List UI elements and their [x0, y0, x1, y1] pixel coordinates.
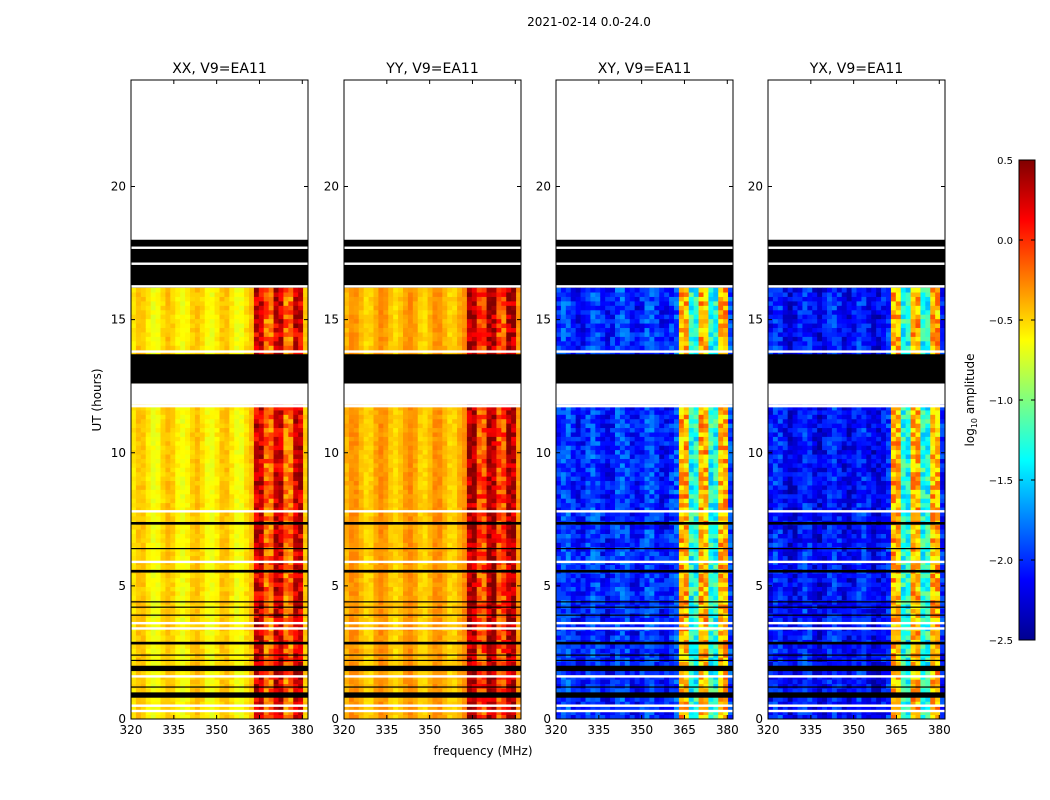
colorbar: 0.5 0.0 −0.5 −1.0 −1.5 −2.0 −2.5 log10 amplitu…: [963, 156, 1036, 647]
panel-xx: XX, V9=EA11 320 335 350 365 380 0 5 10 15 20: [111, 61, 314, 737]
y-tick-label: 10: [748, 446, 763, 460]
y-tick-label: 0: [543, 712, 551, 726]
colorbar-tick-label: 0.0: [997, 236, 1013, 247]
y-tick-label: 15: [324, 313, 339, 327]
figure-suptitle: 2021-02-14 0.0-24.0: [527, 15, 651, 29]
panel-frame: [555, 79, 734, 720]
panel-frame: [767, 79, 946, 720]
x-tick-label: 350: [205, 723, 228, 737]
x-tick-label: 350: [418, 723, 441, 737]
y-tick-label: 15: [111, 313, 126, 327]
y-tick-label: 5: [331, 579, 339, 593]
x-tick-label: 365: [885, 723, 908, 737]
x-tick-label: 320: [120, 723, 143, 737]
panel-yy: YY, V9=EA11 320 335 350 365 380 0 5 10 15 20: [324, 61, 527, 737]
y-tick-label: 0: [755, 712, 763, 726]
colorbar-tick-label: −1.0: [989, 396, 1013, 407]
colorbar-label-suffix: amplitude: [963, 354, 977, 418]
panel-xy: XY, V9=EA11 320 335 350 365 380 0 5 10 15 20: [536, 61, 739, 737]
y-tick-label: 10: [111, 446, 126, 460]
flagged-blocks: [131, 80, 308, 713]
x-tick-label: 365: [461, 723, 484, 737]
flagged-blocks: [556, 80, 733, 713]
x-axis-label: frequency (MHz): [433, 744, 532, 758]
x-tick-label: 380: [291, 723, 314, 737]
colorbar-tick-label: −2.5: [989, 636, 1013, 647]
colorbar-label-subscript: 10: [970, 418, 979, 428]
colorbar-tick-label: −2.0: [989, 556, 1013, 567]
y-tick-label: 5: [543, 579, 551, 593]
colorbar-tick-label: −1.5: [989, 476, 1013, 487]
panel-frame: [130, 79, 309, 720]
y-tick-label: 15: [536, 313, 551, 327]
x-tick-label: 380: [716, 723, 739, 737]
panel-yx: YX, V9=EA11 320 335 350 365 380 0 5 10 15 20: [748, 61, 951, 737]
x-tick-label: 350: [842, 723, 865, 737]
y-tick-label: 20: [111, 180, 126, 194]
heatmap-xy: [556, 287, 734, 720]
colorbar-tick-label: −0.5: [989, 316, 1013, 327]
panel-title: XY, V9=EA11: [598, 61, 692, 77]
colorbar-label-prefix: log: [963, 428, 977, 446]
colorbar-label: log10 amplitude: [963, 354, 979, 447]
y-tick-label: 5: [755, 579, 763, 593]
panel-title: YY, V9=EA11: [385, 61, 478, 77]
x-tick-label: 380: [928, 723, 951, 737]
y-tick-label: 5: [118, 579, 126, 593]
x-tick-label: 320: [757, 723, 780, 737]
panel-title: YX, V9=EA11: [809, 61, 904, 77]
x-tick-label: 335: [799, 723, 822, 737]
x-tick-label: 335: [587, 723, 610, 737]
y-tick-label: 20: [536, 180, 551, 194]
flagged-blocks: [344, 80, 521, 713]
x-tick-label: 380: [504, 723, 527, 737]
y-tick-label: 0: [118, 712, 126, 726]
y-tick-label: 20: [748, 180, 763, 194]
y-axis-label: UT (hours): [90, 368, 104, 431]
panel-title: XX, V9=EA11: [172, 61, 267, 77]
y-tick-label: 20: [324, 180, 339, 194]
colorbar-tick-label: 0.5: [997, 156, 1013, 167]
x-tick-label: 320: [333, 723, 356, 737]
x-tick-label: 350: [630, 723, 653, 737]
x-tick-label: 365: [673, 723, 696, 737]
y-tick-label: 10: [324, 446, 339, 460]
x-tick-label: 335: [375, 723, 398, 737]
x-tick-label: 320: [545, 723, 568, 737]
flagged-blocks: [768, 80, 945, 713]
y-tick-label: 15: [748, 313, 763, 327]
x-tick-label: 335: [162, 723, 185, 737]
y-tick-label: 10: [536, 446, 551, 460]
y-tick-label: 0: [331, 712, 339, 726]
x-tick-label: 365: [248, 723, 271, 737]
colorbar-ticks: 0.5 0.0 −0.5 −1.0 −1.5 −2.0 −2.5: [989, 156, 1035, 647]
panel-frame: [343, 79, 522, 720]
